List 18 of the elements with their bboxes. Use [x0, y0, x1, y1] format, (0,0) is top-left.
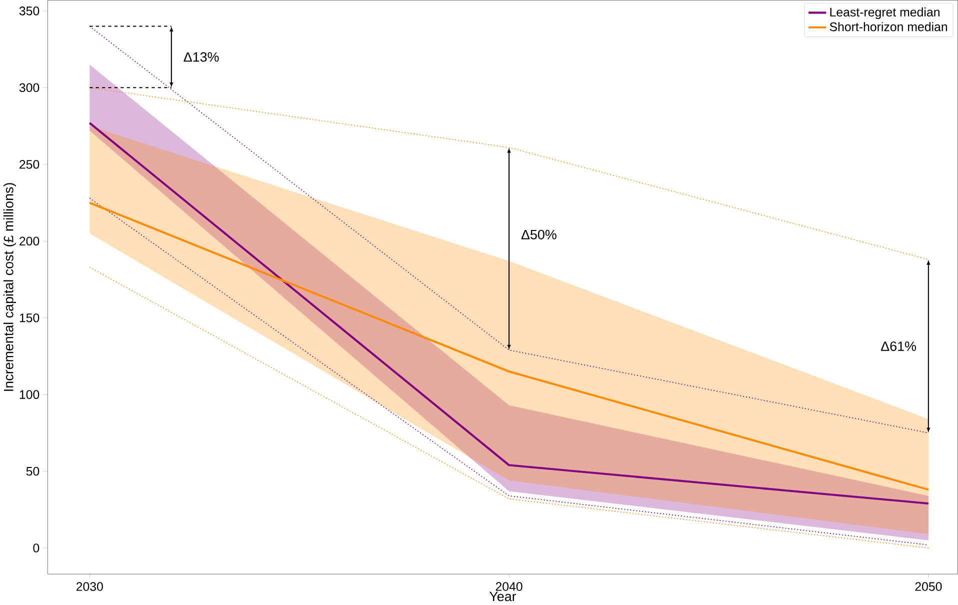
y-tick-label: 300 — [19, 83, 40, 92]
y-tick-label: 50 — [26, 467, 40, 476]
x-tick-label: 2040 — [496, 582, 522, 592]
y-tick-label: 0 — [33, 544, 40, 553]
annotation: Δ50% — [521, 230, 556, 240]
x-tick-label: 2050 — [915, 582, 942, 592]
y-tick-label: 350 — [19, 6, 40, 16]
legend-label: Short-horizon median — [830, 22, 948, 32]
x-tick-label: 2030 — [76, 582, 103, 592]
y-tick-label: 250 — [20, 160, 40, 169]
annotation: Δ13% — [184, 52, 219, 62]
y-axis-title: Incremental capital cost (£ millions) — [3, 183, 16, 392]
legend-label: Least-regret median — [830, 8, 940, 20]
x-axis-title: Year — [489, 592, 516, 602]
y-tick-label: 150 — [20, 314, 40, 322]
y-tick-label: 200 — [20, 236, 40, 246]
annotation: Δ61% — [881, 342, 916, 352]
y-tick-label: 100 — [20, 390, 40, 400]
